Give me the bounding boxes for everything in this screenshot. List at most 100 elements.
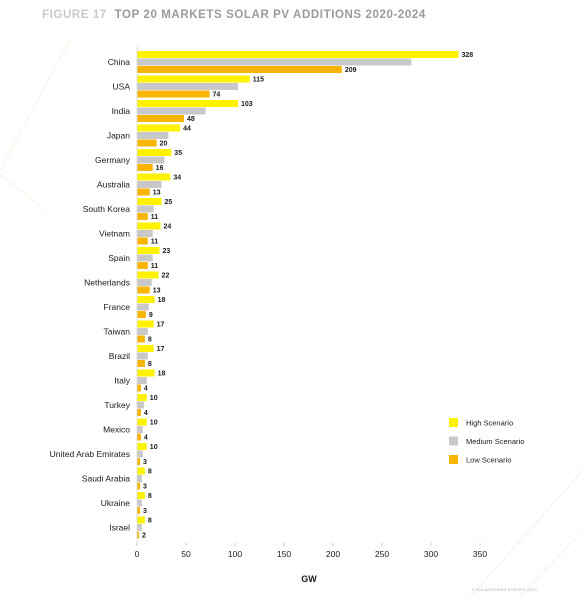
- category-label: Mexico: [103, 425, 130, 435]
- x-axis-title: GW: [301, 574, 317, 584]
- bar-high-scenario: [137, 75, 250, 83]
- value-label-high-scenario: 10: [150, 444, 158, 451]
- bar-medium-scenario: [137, 303, 149, 311]
- value-label-low-scenario: 9: [149, 312, 153, 319]
- legend: High Scenario Medium Scenario Low Scenario: [449, 418, 524, 465]
- value-labels: 3282091157410348442035163413251124112311…: [142, 52, 473, 540]
- legend-label-high-scenario: High Scenario: [466, 419, 513, 428]
- figure-title: FIGURE 17 TOP 20 MARKETS SOLAR PV ADDITI…: [42, 9, 426, 21]
- bar-low-scenario: [137, 286, 150, 294]
- value-label-low-scenario: 3: [143, 459, 147, 466]
- decor-line: [519, 529, 583, 597]
- bar-high-scenario: [137, 345, 154, 352]
- category-label: Saudi Arabia: [82, 474, 130, 484]
- value-label-low-scenario: 3: [143, 484, 147, 491]
- value-label-high-scenario: 25: [165, 199, 173, 206]
- value-label-high-scenario: 103: [241, 101, 253, 108]
- bar-medium-scenario: [137, 279, 152, 286]
- legend-swatch-medium-scenario: [449, 436, 458, 446]
- value-label-high-scenario: 44: [183, 126, 191, 133]
- value-label-high-scenario: 10: [150, 395, 158, 402]
- bar-medium-scenario: [137, 156, 165, 164]
- bar-medium-scenario: [137, 499, 142, 507]
- bar-low-scenario: [137, 433, 141, 441]
- decor-line: [0, 174, 46, 211]
- category-label: Australia: [97, 180, 130, 190]
- category-label: USA: [113, 82, 131, 92]
- value-label-high-scenario: 18: [158, 371, 166, 378]
- bar-medium-scenario: [137, 377, 147, 384]
- value-label-low-scenario: 8: [148, 361, 152, 368]
- bar-medium-scenario: [137, 475, 142, 482]
- bar-high-scenario: [137, 149, 172, 156]
- bar-medium-scenario: [137, 132, 169, 139]
- figure-number: FIGURE 17: [42, 9, 107, 21]
- value-label-high-scenario: 8: [148, 493, 152, 500]
- bar-medium-scenario: [137, 205, 154, 213]
- bar-low-scenario: [137, 458, 140, 465]
- value-label-low-scenario: 74: [213, 92, 221, 99]
- value-label-high-scenario: 23: [163, 248, 171, 255]
- value-label-low-scenario: 20: [160, 141, 168, 148]
- bar-low-scenario: [137, 115, 185, 122]
- value-label-low-scenario: 11: [151, 263, 159, 270]
- value-label-low-scenario: 16: [156, 165, 164, 172]
- bar-low-scenario: [137, 66, 342, 73]
- bar-medium-scenario: [137, 107, 206, 115]
- bar-high-scenario: [137, 467, 145, 475]
- bar-medium-scenario: [137, 328, 148, 335]
- bar-high-scenario: [137, 418, 147, 426]
- bar-low-scenario: [137, 409, 141, 416]
- bar-high-scenario: [137, 516, 145, 524]
- bar-low-scenario: [137, 360, 145, 367]
- bar-low-scenario: [137, 335, 145, 343]
- figure-title-text: TOP 20 MARKETS SOLAR PV ADDITIONS 2020-2…: [115, 9, 426, 21]
- value-label-low-scenario: 48: [187, 116, 195, 123]
- category-label: China: [108, 57, 130, 67]
- value-label-high-scenario: 22: [162, 273, 170, 280]
- x-tick-label: 50: [181, 549, 191, 559]
- value-label-low-scenario: 209: [345, 67, 357, 74]
- legend-swatch-low-scenario: [449, 455, 458, 464]
- category-label: United Arab Emirates: [50, 449, 130, 459]
- bar-low-scenario: [137, 311, 146, 318]
- value-label-low-scenario: 4: [144, 435, 148, 442]
- bar-medium-scenario: [137, 58, 412, 66]
- bar-medium-scenario: [137, 352, 148, 360]
- bar-high-scenario: [137, 271, 159, 279]
- bar-medium-scenario: [137, 450, 143, 458]
- category-label: Netherlands: [84, 278, 130, 288]
- value-label-high-scenario: 35: [174, 150, 182, 157]
- decor-line: [0, 39, 71, 171]
- bars-group: [137, 51, 459, 539]
- category-label: Taiwan: [104, 327, 131, 337]
- category-label: Brazil: [109, 351, 130, 361]
- category-label: Germany: [95, 155, 131, 165]
- x-axis: 0 50 100 150 200 250 300 350: [135, 46, 487, 559]
- category-label: Japan: [107, 131, 130, 141]
- bar-low-scenario: [137, 90, 210, 98]
- category-labels: China USA India Japan Germany Australia South …: [50, 57, 131, 533]
- value-label-low-scenario: 4: [144, 386, 148, 393]
- bar-high-scenario: [137, 222, 161, 230]
- value-label-high-scenario: 8: [148, 469, 152, 476]
- x-tick-label: 350: [473, 549, 487, 559]
- value-label-low-scenario: 3: [143, 508, 147, 515]
- value-label-high-scenario: 328: [461, 52, 473, 59]
- bar-high-scenario: [137, 296, 155, 303]
- background-decoration: [0, 39, 583, 597]
- bar-low-scenario: [137, 188, 150, 196]
- value-label-low-scenario: 11: [151, 239, 159, 246]
- bar-low-scenario: [137, 384, 141, 392]
- category-label: France: [104, 302, 131, 312]
- bar-medium-scenario: [137, 401, 144, 409]
- bar-high-scenario: [137, 51, 459, 58]
- bar-low-scenario: [137, 139, 157, 147]
- bar-low-scenario: [137, 482, 140, 490]
- value-label-low-scenario: 13: [153, 190, 161, 197]
- x-tick-label: 300: [424, 549, 438, 559]
- x-tick-label: 100: [228, 549, 242, 559]
- value-label-high-scenario: 24: [164, 224, 172, 231]
- bar-low-scenario: [137, 507, 140, 514]
